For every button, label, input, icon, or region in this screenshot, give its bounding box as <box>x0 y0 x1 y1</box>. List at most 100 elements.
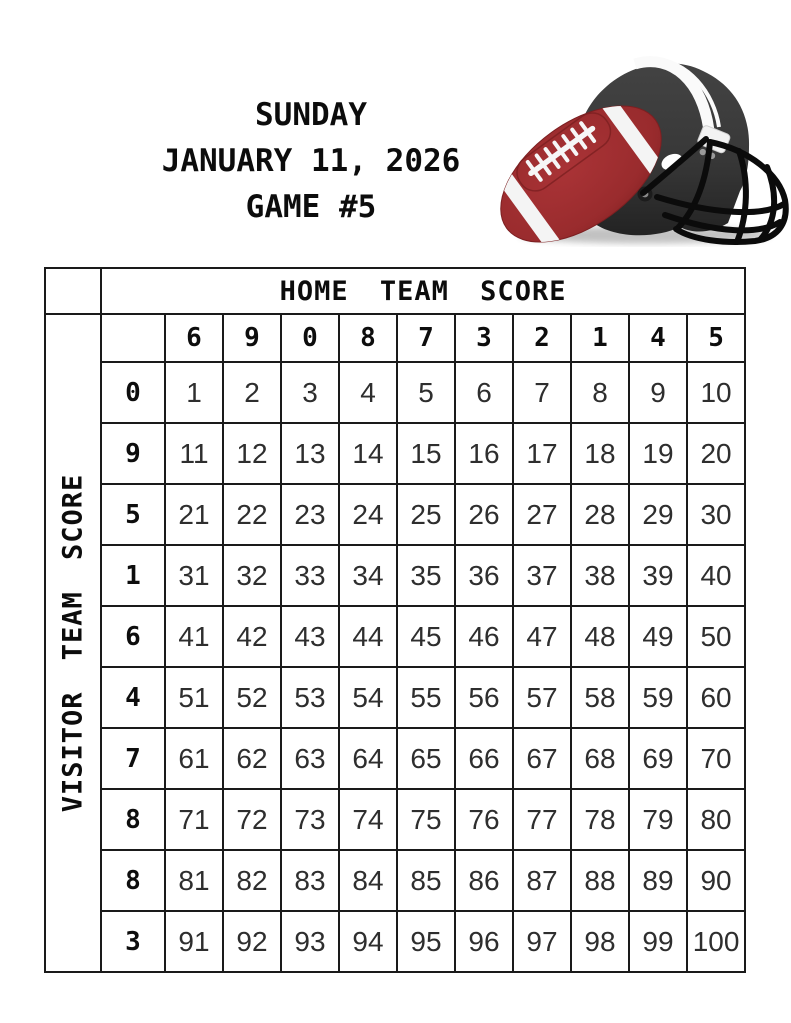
visitor-digit-4: 6 <box>100 605 166 668</box>
visitor-digit-1: 9 <box>100 422 166 485</box>
square-82: 82 <box>222 849 282 912</box>
square-13: 13 <box>280 422 340 485</box>
square-88: 88 <box>570 849 630 912</box>
square-69: 69 <box>628 727 688 790</box>
square-16: 16 <box>454 422 514 485</box>
square-17: 17 <box>512 422 572 485</box>
square-49: 49 <box>628 605 688 668</box>
square-57: 57 <box>512 666 572 729</box>
square-71: 71 <box>164 788 224 851</box>
square-27: 27 <box>512 483 572 546</box>
square-72: 72 <box>222 788 282 851</box>
square-50: 50 <box>685 605 747 668</box>
home-digit-0: 6 <box>164 313 224 363</box>
square-31: 31 <box>164 544 224 607</box>
square-47: 47 <box>512 605 572 668</box>
visitor-digit-2: 5 <box>100 483 166 546</box>
event-header: SUNDAY JANUARY 11, 2026 GAME #5 <box>110 99 512 237</box>
corner-cell <box>44 267 102 315</box>
square-21: 21 <box>164 483 224 546</box>
square-18: 18 <box>570 422 630 485</box>
home-digit-7: 1 <box>570 313 630 363</box>
square-84: 84 <box>338 849 398 912</box>
square-32: 32 <box>222 544 282 607</box>
square-33: 33 <box>280 544 340 607</box>
square-64: 64 <box>338 727 398 790</box>
helmet-stripe <box>633 56 715 132</box>
square-70: 70 <box>685 727 747 790</box>
event-date: JANUARY 11, 2026 <box>161 143 461 179</box>
square-55: 55 <box>396 666 456 729</box>
square-100: 100 <box>685 910 747 973</box>
home-digit-1: 9 <box>222 313 282 363</box>
square-52: 52 <box>222 666 282 729</box>
square-68: 68 <box>570 727 630 790</box>
home-digit-6: 2 <box>512 313 572 363</box>
square-14: 14 <box>338 422 398 485</box>
square-65: 65 <box>396 727 456 790</box>
square-40: 40 <box>685 544 747 607</box>
square-36: 36 <box>454 544 514 607</box>
visitor-axis-label-text: VISITOR TEAM SCORE <box>57 473 89 813</box>
square-19: 19 <box>628 422 688 485</box>
square-9: 9 <box>628 361 688 424</box>
square-76: 76 <box>454 788 514 851</box>
square-66: 66 <box>454 727 514 790</box>
event-day: SUNDAY <box>255 97 367 133</box>
square-41: 41 <box>164 605 224 668</box>
square-3: 3 <box>280 361 340 424</box>
square-67: 67 <box>512 727 572 790</box>
square-62: 62 <box>222 727 282 790</box>
square-99: 99 <box>628 910 688 973</box>
square-63: 63 <box>280 727 340 790</box>
square-96: 96 <box>454 910 514 973</box>
square-8: 8 <box>570 361 630 424</box>
squares-grid-table: HOME TEAM SCORE VISITOR TEAM SCORE 6 9 0 8 7 3 2… <box>44 267 747 973</box>
square-87: 87 <box>512 849 572 912</box>
square-92: 92 <box>222 910 282 973</box>
square-91: 91 <box>164 910 224 973</box>
square-42: 42 <box>222 605 282 668</box>
square-7: 7 <box>512 361 572 424</box>
football-helmet-illustration <box>497 56 789 247</box>
square-38: 38 <box>570 544 630 607</box>
square-15: 15 <box>396 422 456 485</box>
visitor-digit-5: 4 <box>100 666 166 729</box>
square-95: 95 <box>396 910 456 973</box>
visitor-digit-3: 1 <box>100 544 166 607</box>
square-25: 25 <box>396 483 456 546</box>
digit-corner-cell <box>100 313 166 363</box>
square-23: 23 <box>280 483 340 546</box>
square-86: 86 <box>454 849 514 912</box>
square-79: 79 <box>628 788 688 851</box>
football <box>497 84 674 247</box>
square-28: 28 <box>570 483 630 546</box>
home-digit-2: 0 <box>280 313 340 363</box>
square-22: 22 <box>222 483 282 546</box>
square-6: 6 <box>454 361 514 424</box>
square-94: 94 <box>338 910 398 973</box>
square-98: 98 <box>570 910 630 973</box>
square-78: 78 <box>570 788 630 851</box>
visitor-axis-label: VISITOR TEAM SCORE <box>44 313 102 973</box>
helmet-stripe-thin <box>652 57 721 128</box>
square-24: 24 <box>338 483 398 546</box>
visitor-digit-7: 8 <box>100 788 166 851</box>
home-axis-label: HOME TEAM SCORE <box>99 267 747 315</box>
square-58: 58 <box>570 666 630 729</box>
square-5: 5 <box>396 361 456 424</box>
square-51: 51 <box>164 666 224 729</box>
square-1: 1 <box>164 361 224 424</box>
square-12: 12 <box>222 422 282 485</box>
square-73: 73 <box>280 788 340 851</box>
visitor-digit-9: 3 <box>100 910 166 973</box>
square-46: 46 <box>454 605 514 668</box>
square-89: 89 <box>628 849 688 912</box>
square-81: 81 <box>164 849 224 912</box>
event-game-number: GAME #5 <box>245 189 377 225</box>
visitor-digit-0: 0 <box>100 361 166 424</box>
square-34: 34 <box>338 544 398 607</box>
square-29: 29 <box>628 483 688 546</box>
square-11: 11 <box>164 422 224 485</box>
